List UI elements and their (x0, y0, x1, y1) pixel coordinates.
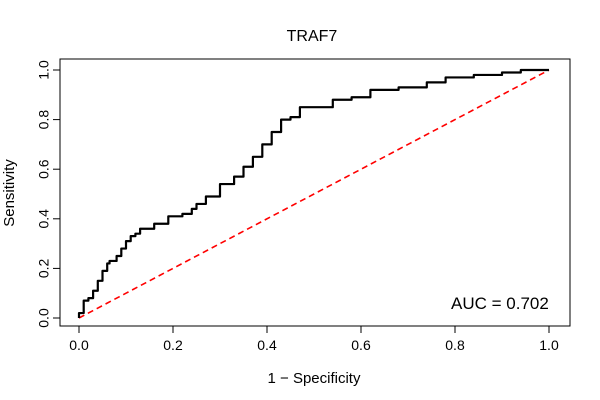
auc-annotation: AUC = 0.702 (451, 294, 549, 313)
y-tick-label: 0.2 (36, 258, 52, 278)
x-tick-label: 0.8 (445, 337, 465, 353)
x-axis-label: 1 − Specificity (268, 370, 361, 387)
x-axis: 0.0 0.2 0.4 0.6 0.8 1.0 (69, 325, 559, 353)
y-tick-label: 0.0 (36, 308, 52, 328)
x-tick-label: 0.0 (69, 337, 89, 353)
x-tick-label: 0.4 (257, 337, 277, 353)
x-tick-label: 0.2 (163, 337, 183, 353)
reference-diagonal-line (78, 69, 550, 319)
y-axis: 0.0 0.2 0.4 0.6 0.8 1.0 (36, 60, 61, 328)
y-tick-label: 0.6 (36, 159, 52, 179)
series-layer (77, 68, 550, 319)
y-tick-label: 0.4 (36, 209, 52, 229)
plot-frame (59, 58, 571, 327)
y-axis-label: Sensitivity (1, 159, 18, 227)
chart-title: TRAF7 (287, 28, 338, 45)
y-tick-label: 0.8 (36, 110, 52, 130)
x-tick-label: 1.0 (539, 337, 559, 353)
x-tick-label: 0.6 (351, 337, 371, 353)
roc-curve-line (77, 68, 549, 318)
y-tick-label: 1.0 (36, 60, 52, 80)
